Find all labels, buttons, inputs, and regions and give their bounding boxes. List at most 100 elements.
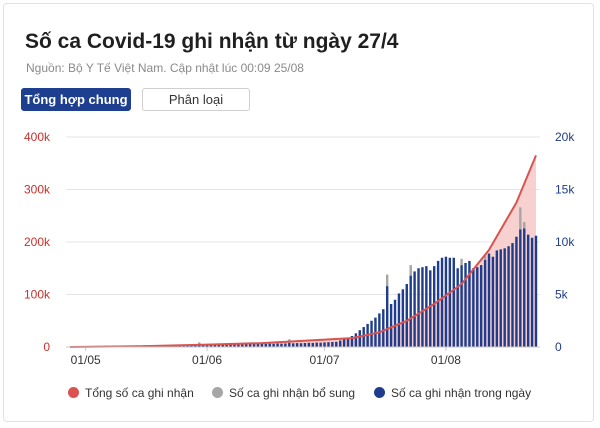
daily-bar [413, 271, 416, 347]
daily-bar [350, 335, 354, 347]
daily-bar [405, 284, 408, 347]
legend-item-total[interactable]: Tổng số ca ghi nhận [68, 386, 194, 400]
y-right-tick-label: 15k [555, 183, 575, 197]
daily-bar [346, 337, 350, 347]
daily-bar [209, 344, 213, 347]
daily-bar [519, 229, 522, 347]
daily-bar [288, 343, 291, 347]
x-tick-label: 01/07 [310, 353, 340, 367]
daily-bar [264, 343, 267, 347]
daily-bar [315, 342, 318, 347]
daily-bar [221, 344, 224, 347]
daily-bar [245, 344, 248, 347]
daily-bar [511, 243, 514, 347]
daily-bar [401, 289, 405, 347]
daily-bar [205, 344, 209, 347]
y-right-tick-label: 0 [555, 340, 562, 354]
daily-bar [382, 309, 385, 347]
daily-bar [523, 228, 526, 347]
daily-bar [256, 343, 260, 347]
daily-bar [327, 342, 330, 347]
daily-bar [299, 343, 303, 347]
daily-bar [292, 343, 295, 347]
daily-bar [342, 339, 346, 347]
daily-bar [229, 344, 232, 348]
daily-bar [252, 344, 256, 347]
daily-bar [378, 313, 381, 347]
daily-bar [268, 343, 271, 347]
supplementary-bar [385, 274, 389, 287]
daily-bar [397, 293, 401, 347]
daily-bar [460, 265, 463, 347]
daily-bar [276, 343, 279, 347]
daily-bar [354, 333, 358, 347]
daily-bar [385, 286, 389, 347]
daily-bar [417, 268, 420, 347]
y-left-tick-label: 300k [24, 183, 51, 197]
y-right-tick-label: 20k [555, 130, 575, 144]
daily-bar [362, 327, 365, 347]
daily-bar [429, 270, 432, 347]
daily-bar [389, 303, 393, 347]
daily-bar [213, 344, 217, 347]
daily-bar [409, 275, 412, 347]
legend-item-supplementary[interactable]: Số ca ghi nhận bổ sung [212, 386, 355, 400]
total-line [69, 155, 537, 348]
daily-bar [217, 344, 221, 348]
y-left-tick-label: 100k [24, 288, 51, 302]
daily-bar [495, 250, 499, 347]
page-title: Số ca Covid-19 ghi nhận từ ngày 27/4 [25, 30, 399, 53]
daily-bar [456, 268, 459, 347]
y-left-tick-label: 0 [43, 340, 50, 354]
daily-bar [464, 263, 467, 347]
daily-bar [440, 257, 444, 347]
y-right-tick-label: 5k [555, 288, 569, 302]
x-tick-label: 01/05 [71, 353, 101, 367]
daily-bar [421, 267, 424, 347]
daily-bar [241, 344, 244, 347]
daily-bar [248, 343, 252, 347]
supplementary-bar [523, 222, 526, 229]
tab-phan-loai[interactable]: Phân loại [142, 88, 250, 111]
daily-bar [323, 342, 326, 347]
daily-bar [507, 246, 510, 347]
tab-tong-hop-chung[interactable]: Tổng hợp chung [21, 88, 131, 111]
y-left-tick-label: 400k [24, 130, 51, 144]
legend-label-supplementary: Số ca ghi nhận bổ sung [229, 386, 356, 400]
legend-label-daily: Số ca ghi nhận trong ngày [391, 386, 532, 400]
daily-bar [503, 248, 506, 347]
daily-bar [432, 266, 436, 347]
supplementary-bar [483, 255, 487, 260]
supplementary-bar [519, 207, 522, 230]
daily-bar [491, 256, 495, 347]
chart-legend: Tổng số ca ghi nhận Số ca ghi nhận bổ su… [0, 386, 600, 406]
daily-bar [393, 299, 397, 347]
daily-bar [233, 344, 236, 347]
daily-bar [472, 268, 475, 347]
legend-label-total: Tổng số ca ghi nhận [85, 386, 194, 400]
daily-bar [483, 259, 487, 347]
daily-bar [358, 330, 361, 347]
legend-dot-daily [374, 387, 385, 398]
legend-dot-supplementary [212, 387, 223, 398]
daily-bar [319, 342, 322, 347]
source-subtitle: Nguồn: Bộ Y Tế Việt Nam. Cập nhật lúc 00… [26, 61, 304, 75]
daily-bar [201, 344, 205, 347]
legend-dot-total [68, 387, 79, 398]
chart-card: Số ca Covid-19 ghi nhận từ ngày 27/4 Ngu… [3, 3, 594, 422]
daily-bar [295, 343, 299, 347]
daily-bar [331, 341, 334, 347]
daily-bar [335, 341, 338, 347]
supplementary-bar [409, 265, 412, 276]
daily-bar [534, 235, 538, 347]
legend-item-daily[interactable]: Số ca ghi nhận trong ngày [374, 386, 531, 400]
daily-bar [499, 249, 502, 347]
daily-bar [260, 343, 264, 347]
daily-bar [425, 266, 428, 347]
daily-bar [444, 256, 448, 347]
daily-bar [272, 343, 275, 347]
supplementary-bar [460, 258, 463, 266]
x-tick-label: 01/08 [431, 353, 461, 367]
daily-bar [284, 343, 287, 347]
